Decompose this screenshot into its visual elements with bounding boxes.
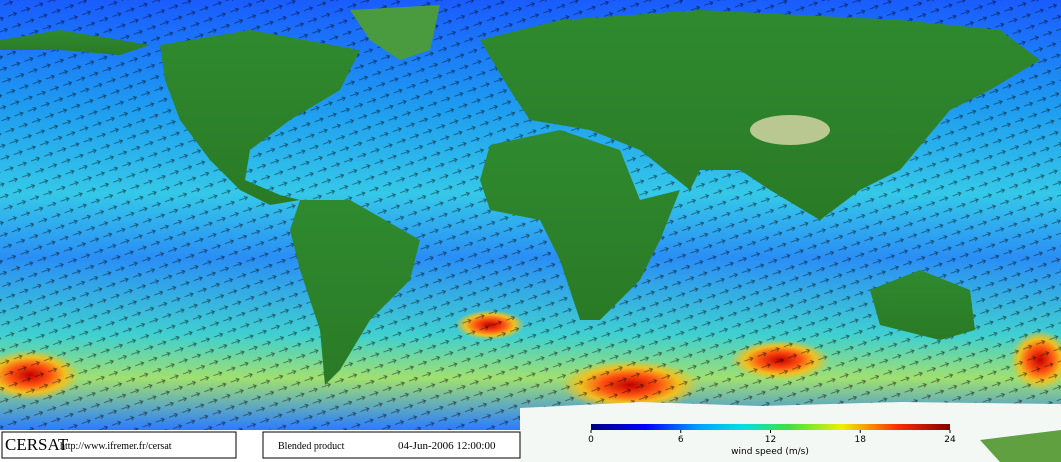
colorbar-tick-label: 24 <box>944 435 956 445</box>
colorbar-tick-label: 12 <box>765 435 776 445</box>
colorbar-tick-label: 6 <box>678 435 684 445</box>
colorbar-label: wind speed (m/s) <box>731 447 809 457</box>
colorbar-tick-label: 0 <box>588 435 594 445</box>
timestamp: 04-Jun-2006 12:00:00 <box>398 440 496 452</box>
footer: CERSAT http://www.ifremer.fr/cersat Blen… <box>1 431 521 459</box>
logo-box <box>1 431 237 459</box>
colorbar: wind speed (m/s) 0 6 12 18 24 <box>588 424 956 457</box>
colorbar-tick-label: 18 <box>855 435 867 445</box>
logo: CERSAT <box>5 435 69 454</box>
product: Blended product <box>278 441 345 452</box>
product-box <box>262 431 521 459</box>
url: http://www.ifremer.fr/cersat <box>60 441 172 452</box>
colorbar-gradient <box>591 424 950 430</box>
